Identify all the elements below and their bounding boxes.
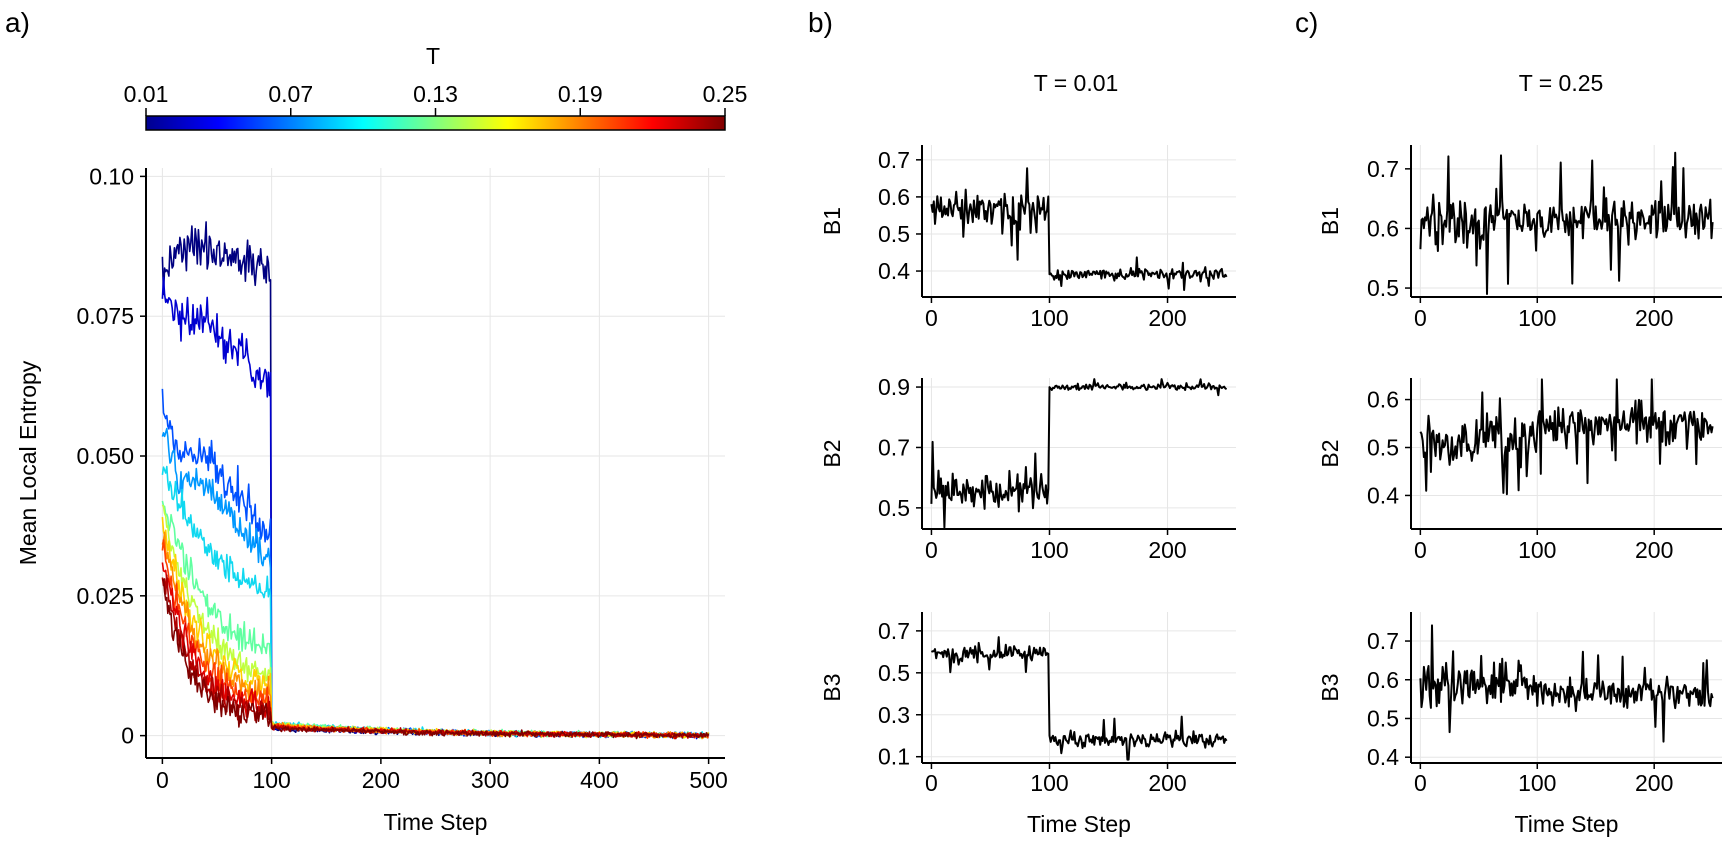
y-axis-label: B3 — [1317, 673, 1343, 701]
y-axis-label: B1 — [1317, 207, 1343, 235]
series-line-t-0-25 — [161, 578, 710, 740]
x-tick-label: 100 — [1518, 537, 1556, 563]
x-tick-label: 200 — [1148, 770, 1186, 796]
y-axis-label: B1 — [819, 207, 845, 235]
colorbar: T 0.01 0.07 0.13 0.19 0.25 — [124, 43, 748, 131]
series-line-c1 — [1419, 151, 1714, 295]
x-axis-label: Time Step — [1515, 811, 1619, 837]
colorbar-gradient — [145, 115, 726, 131]
chart-b2: 0 100 200 0.5 0.7 0.9 B2 — [819, 374, 1236, 563]
x-tick-label: 100 — [1030, 305, 1068, 331]
y-tick-label: 0.1 — [878, 744, 910, 770]
y-tick-label: 0.6 — [878, 184, 910, 210]
y-axis-label: B2 — [819, 439, 845, 467]
y-axis-label: B2 — [1317, 439, 1343, 467]
x-tick-label: 100 — [1030, 770, 1068, 796]
x-tick-label: 0 — [156, 767, 169, 793]
x-tick-label: 100 — [1518, 305, 1556, 331]
y-tick-label: 0.5 — [1367, 705, 1399, 731]
y-tick-label: 0.7 — [1367, 156, 1399, 182]
panel-b-letter: b) — [808, 7, 833, 38]
y-tick-label: 0.3 — [878, 702, 910, 728]
x-tick-label: 200 — [1635, 770, 1673, 796]
y-tick-label: 0.9 — [878, 374, 910, 400]
x-tick-label: 100 — [252, 767, 290, 793]
x-axis-label: Time Step — [384, 809, 488, 835]
y-tick-label: 0.6 — [1367, 387, 1399, 413]
y-tick-label: 0 — [121, 723, 134, 749]
x-tick-label: 200 — [1635, 305, 1673, 331]
x-tick-label: 100 — [1030, 537, 1068, 563]
y-tick-label: 0.10 — [89, 163, 134, 189]
series-line-c3 — [1419, 624, 1714, 743]
x-tick-label: 300 — [471, 767, 509, 793]
x-tick-label: 500 — [689, 767, 727, 793]
y-tick-label: 0.5 — [878, 221, 910, 247]
y-tick-label: 0.7 — [878, 618, 910, 644]
colorbar-tick-label: 0.01 — [124, 81, 169, 107]
colorbar-tick-label: 0.25 — [703, 81, 748, 107]
x-tick-label: 200 — [362, 767, 400, 793]
y-tick-label: 0.6 — [1367, 215, 1399, 241]
y-tick-label: 0.5 — [878, 495, 910, 521]
series-line-b1 — [930, 167, 1228, 291]
y-tick-label: 0.7 — [1367, 628, 1399, 654]
colorbar-tick-label: 0.07 — [268, 81, 313, 107]
y-tick-label: 0.025 — [76, 583, 134, 609]
y-tick-label: 0.4 — [1367, 744, 1399, 770]
x-tick-label: 0 — [1414, 537, 1427, 563]
chart-c2: 0 100 200 0.4 0.5 0.6 B2 — [1317, 378, 1722, 563]
y-tick-label: 0.5 — [878, 660, 910, 686]
chart-c3: 0 100 200 0.4 0.5 0.6 0.7 B3 Time Step — [1317, 612, 1722, 837]
y-tick-label: 0.050 — [76, 443, 134, 469]
x-tick-label: 200 — [1148, 537, 1186, 563]
x-tick-label: 400 — [580, 767, 618, 793]
x-tick-label: 200 — [1148, 305, 1186, 331]
series-line-b3 — [930, 636, 1228, 761]
y-tick-label: 0.6 — [1367, 667, 1399, 693]
y-tick-label: 0.075 — [76, 303, 134, 329]
x-tick-label: 0 — [1414, 770, 1427, 796]
series-line-t-0-21 — [161, 562, 709, 740]
panel-c-title: T = 0.25 — [1519, 70, 1604, 96]
x-axis-label: Time Step — [1027, 811, 1131, 837]
colorbar-tick-label: 0.19 — [558, 81, 603, 107]
x-tick-label: 200 — [1635, 537, 1673, 563]
chart-c1: 0 100 200 0.5 0.6 0.7 B1 — [1317, 145, 1722, 331]
y-axis-label: Mean Local Entropy — [15, 360, 41, 565]
chart-b1: 0 100 200 0.4 0.5 0.6 0.7 B1 — [819, 145, 1236, 331]
x-tick-label: 0 — [925, 537, 938, 563]
y-axis-label: B3 — [819, 673, 845, 701]
chart-a: 0 100 200 300 400 500 0 0.025 0.050 0.075 0.10 Mean… — [15, 163, 728, 835]
y-tick-label: 0.7 — [878, 434, 910, 460]
panel-b-title: T = 0.01 — [1034, 70, 1119, 96]
chart-b3: 0 100 200 0.1 0.3 0.5 0.7 B3 Time Step — [819, 612, 1236, 837]
series-line-t-0-01 — [161, 221, 710, 739]
series-line-c2 — [1419, 378, 1714, 496]
panel-a-letter: a) — [5, 7, 30, 38]
y-tick-label: 0.7 — [878, 147, 910, 173]
x-tick-label: 0 — [1414, 305, 1427, 331]
y-tick-label: 0.4 — [878, 258, 910, 284]
colorbar-title: T — [426, 43, 440, 69]
y-tick-label: 0.4 — [1367, 482, 1399, 508]
x-tick-label: 100 — [1518, 770, 1556, 796]
y-tick-label: 0.5 — [1367, 275, 1399, 301]
y-tick-label: 0.5 — [1367, 435, 1399, 461]
series-line-b2 — [930, 378, 1228, 529]
panel-c-letter: c) — [1295, 7, 1318, 38]
x-tick-label: 0 — [925, 305, 938, 331]
x-tick-label: 0 — [925, 770, 938, 796]
colorbar-tick-label: 0.13 — [413, 81, 458, 107]
